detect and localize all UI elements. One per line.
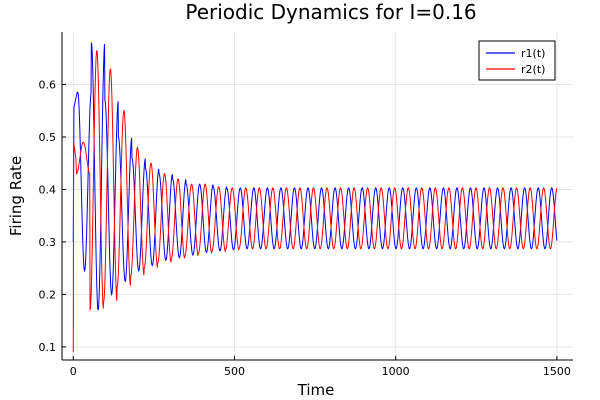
- legend-label: r1(t): [521, 47, 545, 60]
- plot-lines: [72, 42, 558, 353]
- y-tick-label: 0.6: [39, 78, 57, 91]
- y-tick-label: 0.5: [39, 131, 57, 144]
- y-tick-label: 0.3: [39, 236, 57, 249]
- x-tick-label: 1500: [543, 365, 571, 378]
- y-tick-label: 0.4: [39, 183, 57, 196]
- legend-box: [478, 40, 556, 81]
- x-ticks: 0 500 1000 1500: [70, 356, 571, 378]
- y-tick-label: 0.1: [39, 341, 57, 354]
- series-line-r2t: [72, 50, 558, 353]
- x-axis-label: Time: [297, 381, 335, 399]
- series-line-r1t: [72, 42, 558, 311]
- x-tick-label: 500: [224, 365, 245, 378]
- y-tick-label: 0.2: [39, 288, 57, 301]
- y-ticks: 0.1 0.2 0.3 0.4 0.5 0.6: [39, 78, 66, 354]
- x-tick-label: 0: [70, 365, 77, 378]
- x-tick-label: 1000: [382, 365, 410, 378]
- legend: r1(t) r2(t): [478, 40, 556, 81]
- legend-label: r2(t): [521, 63, 545, 76]
- y-grid: [62, 83, 573, 348]
- chart-title: Periodic Dynamics for I=0.16: [185, 0, 476, 24]
- y-axis-label: Firing Rate: [7, 156, 25, 236]
